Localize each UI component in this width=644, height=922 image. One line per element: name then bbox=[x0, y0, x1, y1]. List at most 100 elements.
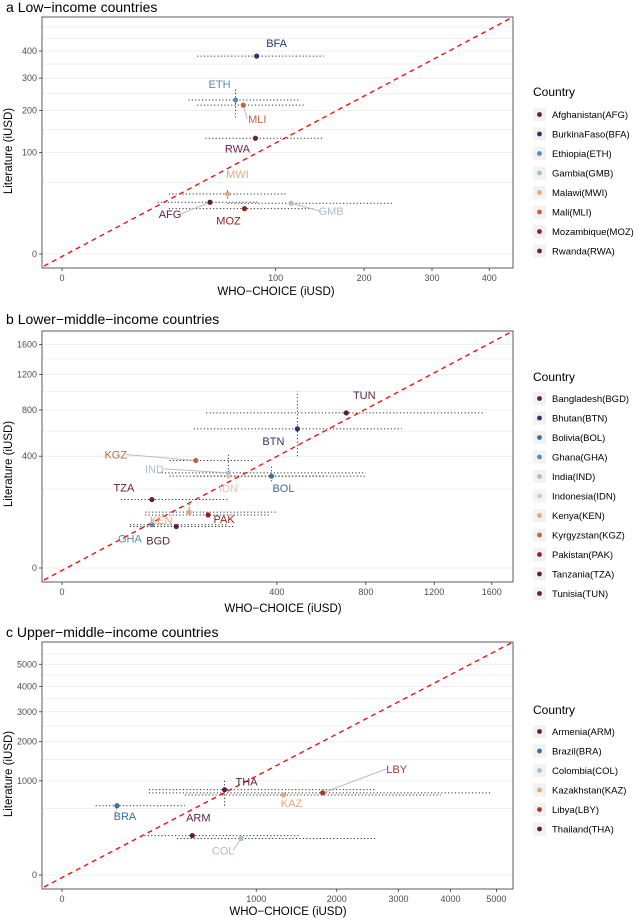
point-TZA bbox=[149, 496, 155, 503]
y-tick-label: 100 bbox=[22, 147, 37, 157]
y-tick-label: 300 bbox=[22, 73, 37, 83]
legend-label-BTN: Bhutan(BTN) bbox=[552, 414, 607, 425]
legend-label-MOZ: Mozambique(MOZ) bbox=[552, 227, 634, 238]
point-label-PAK: PAK bbox=[214, 514, 236, 526]
y-axis-label-c: Literature (iUSD) bbox=[3, 731, 15, 817]
legend-key-RWA bbox=[537, 248, 542, 254]
point-GHA bbox=[149, 522, 155, 528]
legend-key-IDN bbox=[537, 493, 542, 499]
x-tick-label: 800 bbox=[358, 587, 373, 597]
point-label-COL: COL bbox=[212, 846, 235, 858]
legend-key-ARM bbox=[537, 729, 542, 734]
panel-upper-middle-income: c Upper−middle−income countries WHO−CHOI… bbox=[3, 624, 626, 918]
legend-title-b: Country bbox=[533, 370, 575, 384]
legend-label-THA: Thailand(THA) bbox=[552, 825, 614, 836]
y-tick-label: 400 bbox=[22, 451, 37, 461]
legend-label-AFG: Afghanistan(AFG) bbox=[552, 110, 628, 121]
x-tick-label: 1000 bbox=[246, 894, 266, 904]
point-label-TUN: TUN bbox=[353, 390, 376, 402]
y-tick-label: 1200 bbox=[17, 369, 37, 379]
panel-title-b: b Lower−middle−income countries bbox=[6, 311, 219, 327]
point-AFG bbox=[207, 199, 213, 205]
y-tick-label: 0 bbox=[32, 563, 37, 573]
point-KGZ bbox=[193, 457, 199, 464]
y-tick-label: 1600 bbox=[17, 339, 37, 349]
point-BGD bbox=[173, 523, 179, 530]
point-label-LBY: LBY bbox=[386, 764, 407, 776]
point-label-IND: IND bbox=[145, 464, 164, 476]
identity-line-c bbox=[43, 641, 514, 888]
x-tick-label: 0 bbox=[59, 894, 64, 904]
point-IDN bbox=[225, 473, 232, 479]
legend-title-a: Country bbox=[533, 85, 575, 99]
panel-low-income: a Low−income countries WHO−CHOICE (iUSD)… bbox=[3, 0, 634, 298]
point-label-BTN: BTN bbox=[262, 436, 284, 448]
legend-key-BGD bbox=[537, 396, 542, 401]
label-leader-LBY bbox=[322, 768, 387, 794]
y-tick-label: 400 bbox=[22, 46, 37, 56]
legend-key-TZA bbox=[537, 571, 542, 577]
y-tick-label: 5000 bbox=[17, 659, 37, 669]
legend-key-TUN bbox=[537, 591, 542, 596]
x-axis-label-c: WHO−CHOICE (iUSD) bbox=[229, 906, 346, 918]
legend-key-ETH bbox=[537, 151, 542, 156]
point-label-ARM: ARM bbox=[186, 813, 210, 825]
grid-c bbox=[42, 653, 513, 876]
legend-label-LBY: Libya(LBY) bbox=[552, 805, 599, 816]
point-BRA bbox=[114, 803, 120, 809]
legend-label-BRA: Brazil(BRA) bbox=[552, 747, 602, 758]
legend-label-PAK: Pakistan(PAK) bbox=[552, 550, 613, 561]
legend-key-GHA bbox=[537, 454, 542, 460]
legend-key-BFA bbox=[537, 131, 542, 137]
x-tick-label: 0 bbox=[59, 587, 64, 597]
plot-frame-c bbox=[41, 641, 514, 890]
x-tick-label: 1600 bbox=[482, 587, 502, 597]
point-label-BRA: BRA bbox=[114, 811, 137, 823]
legend-key-IND bbox=[537, 474, 542, 479]
legend-label-ARM: Armenia(ARM) bbox=[552, 727, 615, 738]
legend-label-BFA: BurkinaFaso(BFA) bbox=[552, 130, 630, 141]
point-ETH bbox=[232, 97, 239, 103]
point-label-BFA: BFA bbox=[266, 38, 287, 50]
panel-title-c: c Upper−middle−income countries bbox=[6, 624, 218, 640]
point-label-TZA: TZA bbox=[114, 483, 135, 495]
legend-label-GHA: Ghana(GHA) bbox=[552, 453, 607, 464]
point-ARM bbox=[189, 832, 195, 839]
legend-key-GMB bbox=[537, 170, 542, 176]
point-COL bbox=[238, 835, 244, 842]
grid-b bbox=[42, 344, 513, 569]
point-KEN bbox=[186, 509, 192, 515]
legend-key-KAZ bbox=[537, 787, 542, 793]
legend-key-MLI bbox=[537, 209, 542, 215]
point-RWA bbox=[252, 135, 259, 141]
x-tick-label: 400 bbox=[269, 587, 284, 597]
plot-frame-a bbox=[41, 16, 514, 269]
point-MWI bbox=[224, 191, 231, 197]
y-tick-label: 800 bbox=[22, 405, 37, 415]
legend-key-MOZ bbox=[537, 229, 542, 234]
legend-title-c: Country bbox=[533, 703, 575, 717]
point-BTN bbox=[294, 426, 300, 432]
point-label-MOZ: MOZ bbox=[216, 216, 241, 228]
x-axis-label-b: WHO−CHOICE (iUSD) bbox=[224, 603, 341, 615]
legend-label-KEN: Kenya(KEN) bbox=[552, 511, 605, 522]
x-tick-label: 300 bbox=[425, 273, 440, 283]
point-label-MWI: MWI bbox=[226, 169, 249, 181]
legend-label-COL: Colombia(COL) bbox=[552, 766, 618, 777]
legend-key-BTN bbox=[537, 415, 542, 421]
point-label-KGZ: KGZ bbox=[104, 450, 127, 462]
point-BFA bbox=[254, 53, 260, 59]
point-label-KAZ: KAZ bbox=[281, 798, 303, 810]
point-label-IDN: IDN bbox=[219, 483, 238, 495]
point-label-MLI: MLI bbox=[248, 114, 266, 126]
legend-label-MLI: Mali(MLI) bbox=[552, 208, 592, 219]
point-KAZ bbox=[280, 792, 287, 798]
point-TUN bbox=[343, 410, 349, 416]
legend-label-IND: India(IND) bbox=[552, 472, 595, 483]
legend-label-RWA: Rwanda(RWA) bbox=[552, 247, 615, 258]
y-tick-label: 0 bbox=[32, 870, 37, 880]
legend-label-GMB: Gambia(GMB) bbox=[552, 169, 613, 180]
legend-label-BGD: Bangladesh(BGD) bbox=[552, 394, 629, 405]
point-label-KEN: KEN bbox=[150, 515, 173, 527]
x-tick-label: 1200 bbox=[424, 587, 444, 597]
